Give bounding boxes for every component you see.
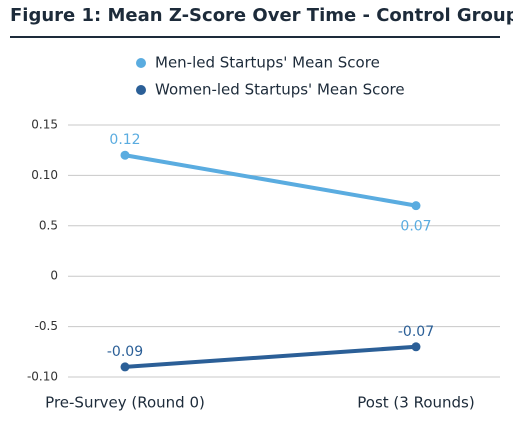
x-tick-label: Post (3 Rounds): [357, 394, 474, 412]
data-point: [411, 201, 421, 211]
legend-label: Men-led Startups' Mean Score: [155, 54, 380, 72]
legend-marker: [136, 58, 146, 68]
y-tick-label: -0.10: [27, 370, 58, 384]
legend-marker: [136, 85, 146, 95]
data-point: [411, 342, 421, 352]
y-tick-label: 0.5: [39, 218, 58, 232]
y-tick-label: 0: [50, 269, 58, 283]
data-point: [120, 362, 130, 372]
series-line: [124, 153, 417, 208]
data-label: -0.07: [398, 324, 434, 340]
series-line: [124, 344, 417, 369]
x-tick-label: Pre-Survey (Round 0): [45, 394, 205, 412]
data-label: 0.12: [109, 132, 140, 148]
y-tick-label: 0.10: [31, 168, 58, 182]
data-point: [120, 150, 130, 160]
data-label: -0.09: [107, 344, 143, 360]
legend-label: Women-led Startups' Mean Score: [155, 81, 405, 99]
y-tick-label: 0.15: [31, 118, 58, 132]
y-tick-label: -0.5: [35, 319, 58, 333]
chart-title: Figure 1: Mean Z-Score Over Time - Contr…: [10, 5, 513, 26]
data-label: 0.07: [400, 219, 431, 235]
